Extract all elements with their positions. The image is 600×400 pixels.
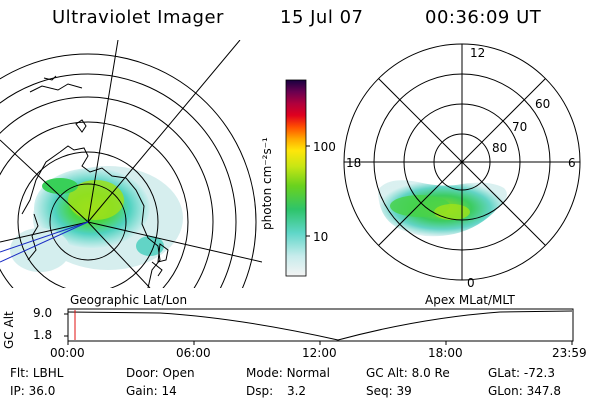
geographic-map	[0, 40, 262, 288]
seq-info: Seq: 39	[366, 384, 412, 398]
gain-info: Gain: 14	[126, 384, 177, 398]
dsp-label: Dsp:	[246, 384, 274, 398]
filter-value: LBHL	[32, 366, 64, 380]
seq-value: 39	[396, 384, 412, 398]
door-value: Open	[162, 366, 195, 380]
apex-panel-title: Apex MLat/MLT	[425, 293, 515, 307]
mode-info: Mode: Normal	[246, 366, 330, 380]
gain-label: Gain:	[126, 384, 158, 398]
gc-alt-info: GC Alt: 8.0 Re	[366, 366, 450, 380]
continent-outline	[21, 75, 169, 288]
gc-alt-label: GC Alt:	[366, 366, 408, 380]
time-tick-0000: 00:00	[50, 346, 85, 360]
satellite-track	[0, 221, 89, 263]
seq-label: Seq:	[366, 384, 393, 398]
colorbar-tick-10: 10	[313, 230, 329, 244]
dsp-value: 3.2	[286, 384, 307, 398]
time-tick-2359: 23:59	[552, 346, 587, 360]
filter-info: Flt: LBHL	[10, 366, 63, 380]
aurora-emission-dial	[378, 180, 507, 237]
altitude-curve	[67, 310, 573, 341]
door-label: Door:	[126, 366, 159, 380]
door-info: Door: Open	[126, 366, 195, 380]
glon-label: GLon:	[488, 384, 523, 398]
altitude-axis-label: GC Alt	[2, 311, 16, 349]
ip-value: 36.0	[28, 384, 56, 398]
image-date: 15 Jul 07	[280, 7, 364, 28]
gain-value: 14	[161, 384, 177, 398]
colorbar-tick-100: 100	[313, 140, 336, 154]
mlt-label-6: 6	[568, 156, 576, 170]
aurora-emission-geo	[10, 166, 183, 272]
mlat-label-80: 80	[492, 141, 508, 155]
color-scale-bar	[285, 79, 310, 277]
mode-value: Normal	[286, 366, 330, 380]
altitude-plot	[64, 308, 574, 345]
mlt-label-18: 18	[346, 156, 362, 170]
meridian-lines	[0, 40, 262, 288]
gc-alt-value: 8.0 Re	[411, 366, 450, 380]
instrument-title: Ultraviolet Imager	[52, 7, 224, 28]
time-tick-0600: 06:00	[176, 346, 211, 360]
ip-label: IP:	[10, 384, 25, 398]
mlat-label-70: 70	[512, 120, 528, 134]
glat-info: GLat: -72.3	[488, 366, 555, 380]
image-time: 00:36:09 UT	[425, 7, 542, 28]
glon-info: GLon: 347.8	[488, 384, 561, 398]
dsp-info: Dsp: 3.2	[246, 384, 306, 398]
time-tick-1200: 12:00	[302, 346, 337, 360]
glat-label: GLat:	[488, 366, 521, 380]
altitude-ytick-9: 9.0	[33, 306, 53, 320]
mlt-polar-dial	[343, 43, 581, 281]
latitude-circles	[0, 53, 257, 288]
glat-value: -72.3	[523, 366, 555, 380]
mlt-label-0: 0	[467, 276, 475, 290]
glon-value: 347.8	[526, 384, 561, 398]
ip-info: IP: 36.0	[10, 384, 55, 398]
mlat-label-60: 60	[535, 97, 551, 111]
geographic-panel-title: Geographic Lat/Lon	[70, 293, 188, 307]
mode-label: Mode:	[246, 366, 283, 380]
colorbar-unit-label: photon cm⁻²s⁻¹	[260, 137, 274, 230]
altitude-ytick-1-8: 1.8	[33, 328, 53, 342]
time-tick-1800: 18:00	[428, 346, 463, 360]
mlt-label-12: 12	[470, 46, 486, 60]
filter-label: Flt:	[10, 366, 29, 380]
